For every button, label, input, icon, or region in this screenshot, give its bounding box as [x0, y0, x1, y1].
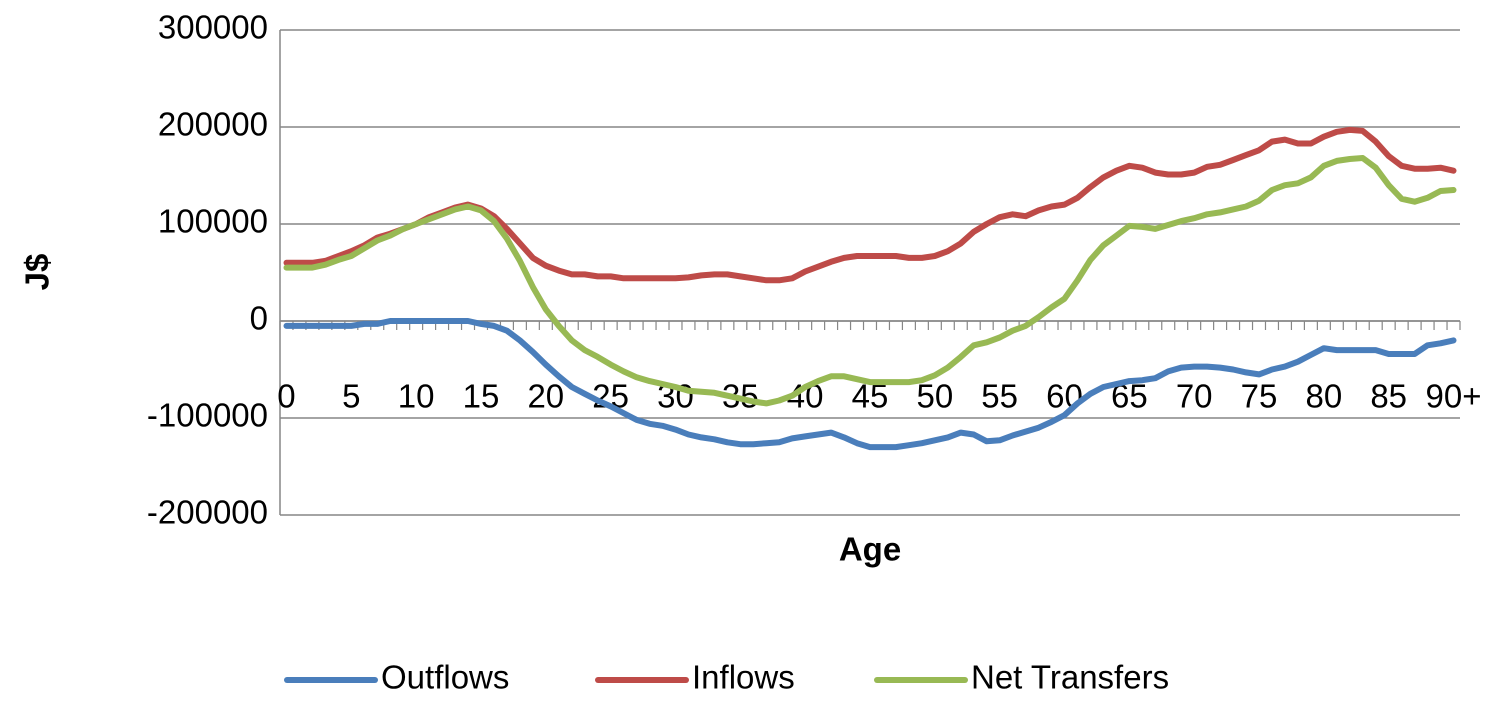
- x-tick-label: 75: [1241, 378, 1278, 415]
- x-tick-label: 50: [916, 378, 953, 415]
- legend-label: Outflows: [381, 659, 509, 696]
- x-tick-label: 85: [1370, 378, 1407, 415]
- x-tick-label: 15: [463, 378, 500, 415]
- y-tick-label: -200000: [147, 494, 268, 531]
- x-tick-label: 20: [527, 378, 564, 415]
- y-tick-label: 300000: [158, 9, 268, 46]
- x-tick-label: 5: [342, 378, 360, 415]
- x-axis-title: Age: [839, 531, 901, 568]
- x-tick-label: 60: [1046, 378, 1083, 415]
- y-tick-label: 200000: [158, 106, 268, 143]
- y-tick-label: -100000: [147, 397, 268, 434]
- legend-label: Inflows: [692, 659, 795, 696]
- y-tick-label: 100000: [158, 203, 268, 240]
- series-line: [283, 155, 1457, 407]
- x-tick-label: 80: [1305, 378, 1342, 415]
- x-tick-label: 90+: [1426, 378, 1482, 415]
- x-tick-label: 70: [1176, 378, 1213, 415]
- series-line: [283, 318, 1457, 451]
- y-axis-title: J$: [19, 254, 56, 291]
- x-tick-label: 10: [398, 378, 435, 415]
- y-tick-label: 0: [250, 300, 268, 337]
- x-tick-label: 0: [277, 378, 295, 415]
- x-tick-label: 55: [981, 378, 1018, 415]
- legend-label: Net Transfers: [971, 659, 1169, 696]
